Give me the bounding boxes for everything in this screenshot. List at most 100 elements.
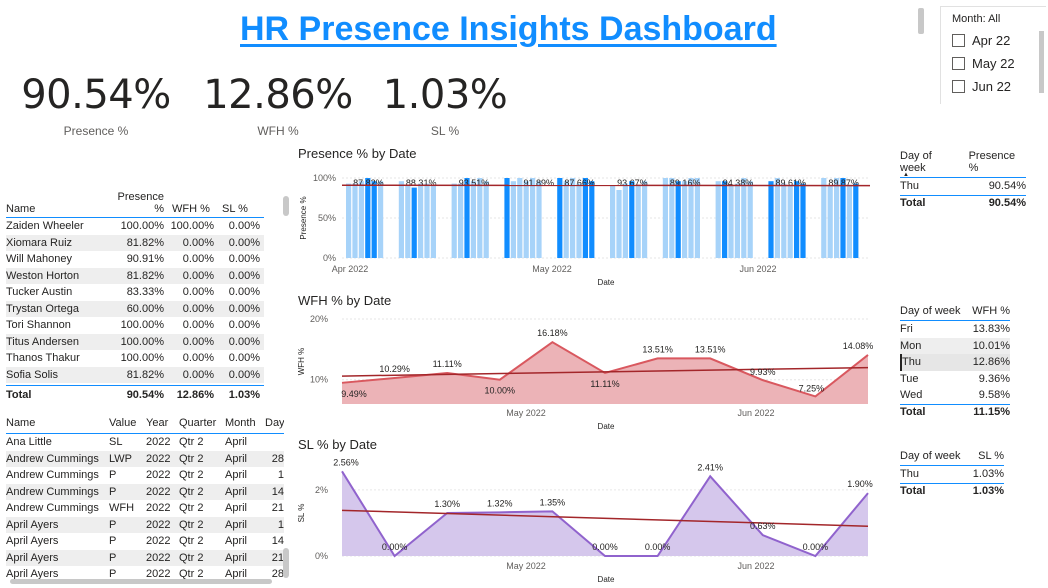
col-header-dow[interactable]: Day of week bbox=[900, 450, 961, 462]
data-label: 0.63% bbox=[750, 521, 776, 531]
cell-day: 28 bbox=[271, 452, 284, 465]
cell-quarter: Qtr 2 bbox=[179, 502, 204, 515]
dow-row[interactable]: Fri 13.83% bbox=[900, 323, 1010, 336]
col-header-dow[interactable]: Day of week bbox=[900, 305, 961, 317]
cell-sl: 0.00% bbox=[228, 368, 260, 381]
bar bbox=[853, 183, 859, 258]
cell-presence: 100.00% bbox=[120, 352, 164, 365]
cell-name: April Ayers bbox=[6, 568, 59, 581]
table-row[interactable]: Thanos Thakur 100.00% 0.00% 0.00% bbox=[6, 350, 264, 367]
dow-row-selected[interactable]: Thu 12.86% bbox=[900, 354, 1010, 371]
cell-sl: 0.00% bbox=[228, 236, 260, 249]
sl-by-date-chart[interactable]: 0% 2% 2.56% 0.00% 1.30% 1.32% 1.35% 0.00% 0.00% 2… bbox=[296, 456, 880, 586]
data-label: 10.00% bbox=[485, 386, 516, 396]
bar bbox=[622, 183, 628, 258]
table-row[interactable]: Tori Shannon 100.00% 0.00% 0.00% bbox=[6, 317, 264, 334]
cell-value: WFH bbox=[109, 502, 135, 515]
table-row[interactable]: Andrew Cummings LWP 2022 Qtr 2 April 28 bbox=[6, 450, 284, 467]
x-axis-title: Date bbox=[598, 575, 615, 584]
slicer-option-apr[interactable]: Apr 22 bbox=[952, 33, 1046, 48]
data-label: 7.25% bbox=[799, 383, 825, 393]
cell-value: P bbox=[109, 568, 117, 581]
kpi-sl-label: SL % bbox=[430, 124, 460, 138]
presence-by-date-chart[interactable]: 0% 50% 100% 87.82% 88.31% 93.51% 91.89% 87.66% 9… bbox=[296, 168, 880, 290]
col-header-dow[interactable]: Day of week bbox=[900, 150, 932, 174]
cell-name: Tucker Austin bbox=[6, 286, 73, 299]
detail-table-hscrollbar[interactable] bbox=[10, 579, 272, 584]
table-row[interactable]: Will Mahoney 90.91% 0.00% 0.00% bbox=[6, 251, 264, 268]
data-label: 2.56% bbox=[333, 457, 359, 467]
cell-month: April bbox=[225, 551, 248, 564]
col-header-day[interactable]: Day bbox=[265, 417, 284, 429]
col-header-sl[interactable]: SL % bbox=[978, 450, 1004, 462]
col-header-name[interactable]: Name▼ bbox=[6, 203, 36, 215]
slicer-option-may[interactable]: May 22 bbox=[952, 56, 1046, 71]
bar bbox=[682, 181, 688, 258]
dow-presence-total: Total 90.54% bbox=[900, 194, 1026, 211]
bar bbox=[411, 187, 417, 258]
col-header-year[interactable]: Year bbox=[146, 417, 169, 429]
slicer-list-scrollbar[interactable] bbox=[1039, 31, 1044, 93]
bar bbox=[688, 178, 694, 258]
col-header-name[interactable]: Name▲ bbox=[6, 417, 36, 429]
y-axis-title: SL % bbox=[297, 504, 306, 523]
col-header-presence[interactable]: Presence % bbox=[117, 191, 164, 215]
slicer-option-jun[interactable]: Jun 22 bbox=[952, 79, 1046, 94]
data-label: 10.29% bbox=[379, 364, 410, 374]
table-row[interactable]: Zaiden Wheeler 100.00% 100.00% 0.00% bbox=[6, 218, 264, 235]
col-header-presence[interactable]: Presence % bbox=[968, 150, 1016, 174]
col-header-month[interactable]: Month bbox=[225, 417, 256, 429]
bar bbox=[557, 178, 563, 258]
bar bbox=[523, 181, 529, 258]
dow-row[interactable]: Tue 9.36% bbox=[900, 372, 1010, 385]
dow-row[interactable]: ▲ Thu 90.54% bbox=[900, 172, 1026, 193]
table-row[interactable]: Titus Andersen 100.00% 0.00% 0.00% bbox=[6, 333, 264, 350]
dow-wfh-total: Total 11.15% bbox=[900, 403, 1010, 420]
table-row[interactable]: April Ayers P 2022 Qtr 2 April 1 bbox=[6, 516, 284, 533]
cell-wfh: 0.00% bbox=[182, 352, 214, 365]
col-header-wfh[interactable]: WFH % bbox=[172, 203, 210, 215]
col-header-sl[interactable]: SL % bbox=[222, 203, 248, 215]
cell-name: Weston Horton bbox=[6, 269, 80, 282]
table-row[interactable]: Andrew Cummings P 2022 Qtr 2 April 14 bbox=[6, 483, 284, 500]
table-row[interactable]: Ana Little SL 2022 Qtr 2 April bbox=[6, 434, 284, 451]
cell-month: April bbox=[225, 485, 248, 498]
table-row[interactable]: Xiomara Ruiz 81.82% 0.00% 0.00% bbox=[6, 234, 264, 251]
employee-table-scrollbar[interactable] bbox=[283, 196, 289, 216]
data-label: 0.00% bbox=[592, 542, 618, 552]
cell-value: P bbox=[109, 535, 117, 548]
cell-name: Andrew Cummings bbox=[6, 452, 99, 465]
table-row[interactable]: April Ayers P 2022 Qtr 2 April 14 bbox=[6, 533, 284, 550]
table-row[interactable]: April Ayers P 2022 Qtr 2 April 28 bbox=[6, 566, 284, 583]
dow-row[interactable]: Thu 1.03% bbox=[900, 468, 1004, 481]
table-row[interactable]: Tucker Austin 83.33% 0.00% 0.00% bbox=[6, 284, 264, 301]
dow-row[interactable]: Wed 9.58% bbox=[900, 389, 1010, 402]
table-row[interactable]: Weston Horton 81.82% 0.00% 0.00% bbox=[6, 267, 264, 284]
detail-table-vscrollbar[interactable] bbox=[283, 548, 289, 578]
cell-month: April bbox=[225, 568, 248, 581]
cell-year: 2022 bbox=[146, 502, 171, 515]
wfh-by-date-chart[interactable]: 10% 20% 9.49% 10.29% 11.11% 10.00% 16.18% 11.11… bbox=[296, 310, 880, 434]
table-row[interactable]: Andrew Cummings WFH 2022 Qtr 2 April 21 bbox=[6, 500, 284, 517]
col-header-value[interactable]: Value bbox=[109, 417, 137, 429]
col-header-wfh[interactable]: WFH % bbox=[972, 305, 1010, 317]
y-tick-label: 0% bbox=[315, 551, 328, 561]
checkbox-icon[interactable] bbox=[952, 57, 965, 70]
cell-name: Andrew Cummings bbox=[6, 502, 99, 515]
cell-sl: 0.00% bbox=[228, 302, 260, 315]
cell-presence: 81.82% bbox=[126, 368, 164, 381]
slicer-scrollbar[interactable] bbox=[918, 8, 924, 34]
bar bbox=[464, 178, 470, 258]
bar bbox=[747, 181, 753, 258]
table-row[interactable]: April Ayers P 2022 Qtr 2 April 21 bbox=[6, 549, 284, 566]
dow-row[interactable]: Mon 10.01% bbox=[900, 337, 1010, 354]
checkbox-icon[interactable] bbox=[952, 34, 965, 47]
table-row[interactable]: Trystan Ortega 60.00% 0.00% 0.00% bbox=[6, 300, 264, 317]
table-row[interactable]: Andrew Cummings P 2022 Qtr 2 April 1 bbox=[6, 467, 284, 484]
cell-quarter: Qtr 2 bbox=[179, 485, 204, 498]
data-label: 16.18% bbox=[537, 328, 568, 338]
table-row[interactable]: Sofia Solis 81.82% 0.00% 0.00% bbox=[6, 366, 264, 383]
col-header-quarter[interactable]: Quarter bbox=[179, 417, 217, 429]
checkbox-icon[interactable] bbox=[952, 80, 965, 93]
data-label: 13.51% bbox=[695, 344, 726, 354]
